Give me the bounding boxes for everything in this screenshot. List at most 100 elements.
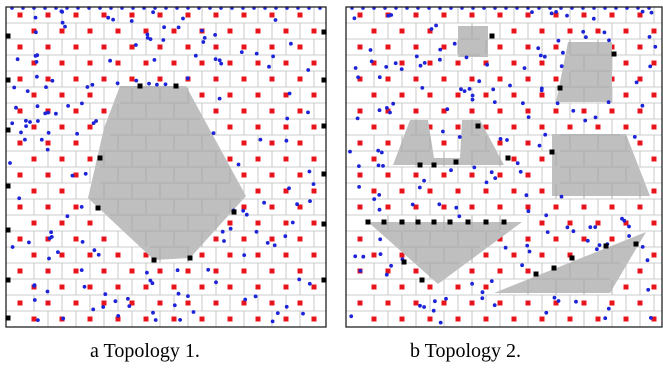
blue-marker — [129, 19, 134, 23]
blue-marker — [491, 87, 496, 92]
obstacle-region — [552, 134, 650, 196]
red-marker — [651, 156, 657, 162]
blue-marker — [503, 245, 508, 250]
blue-marker — [61, 316, 66, 321]
red-marker — [283, 156, 289, 162]
red-marker — [311, 124, 317, 130]
red-marker — [441, 12, 447, 18]
blue-marker — [80, 240, 85, 244]
blue-marker — [470, 97, 475, 102]
red-marker — [581, 300, 587, 306]
red-marker — [213, 300, 219, 306]
blue-marker — [284, 138, 289, 143]
blue-marker — [145, 32, 150, 37]
blue-marker — [438, 47, 443, 52]
blue-marker — [441, 129, 445, 134]
blue-marker — [222, 239, 226, 243]
blue-marker — [646, 287, 651, 292]
blue-marker — [150, 281, 155, 286]
blue-marker — [378, 237, 383, 242]
red-marker — [87, 316, 93, 322]
blue-marker — [106, 15, 111, 20]
red-marker — [311, 60, 317, 66]
blue-marker — [472, 165, 477, 170]
blue-marker — [44, 85, 48, 89]
red-marker — [441, 300, 447, 306]
red-marker — [311, 188, 317, 194]
blue-marker — [36, 318, 40, 322]
red-marker — [525, 44, 531, 50]
blue-marker — [85, 85, 90, 89]
obstacle-region — [458, 26, 488, 57]
blue-marker — [477, 79, 482, 84]
red-marker — [31, 220, 37, 226]
blue-marker — [620, 216, 624, 221]
blue-marker — [452, 41, 457, 46]
blue-marker — [552, 295, 557, 300]
blue-marker — [457, 135, 462, 139]
red-marker — [283, 284, 289, 290]
red-marker — [413, 12, 419, 18]
blue-marker — [186, 294, 190, 298]
blue-marker — [603, 316, 608, 321]
black-marker — [533, 271, 539, 277]
red-marker — [157, 44, 163, 50]
red-marker — [73, 108, 79, 114]
black-marker — [475, 123, 481, 129]
blue-marker — [115, 81, 120, 86]
blue-marker — [381, 164, 385, 168]
blue-marker — [417, 185, 422, 190]
red-marker — [59, 188, 65, 194]
red-marker — [199, 252, 205, 258]
blue-marker — [543, 132, 548, 137]
red-marker — [511, 316, 517, 322]
red-marker — [269, 268, 275, 274]
blue-marker — [384, 65, 389, 69]
obstacle-grid — [380, 24, 641, 294]
blue-marker — [307, 169, 312, 174]
red-markers — [357, 12, 657, 322]
red-marker — [157, 76, 163, 82]
blue-marker — [32, 298, 37, 302]
red-marker — [497, 44, 503, 50]
blue-marker — [480, 296, 485, 301]
red-marker — [297, 12, 303, 18]
blue-marker — [549, 11, 554, 16]
blue-marker — [145, 270, 149, 275]
red-marker — [143, 284, 149, 290]
red-marker — [371, 28, 377, 34]
red-marker — [45, 268, 51, 274]
topology-2-panel — [345, 6, 663, 328]
red-marker — [469, 76, 475, 82]
red-marker — [399, 124, 405, 130]
red-marker — [371, 188, 377, 194]
red-marker — [455, 92, 461, 98]
blue-marker — [467, 87, 472, 91]
red-marker — [199, 60, 205, 66]
blue-marker — [162, 25, 167, 30]
red-marker — [227, 284, 233, 290]
blue-marker — [152, 58, 157, 62]
black-marker — [5, 183, 11, 189]
blue-marker — [151, 10, 156, 15]
black-marker — [5, 227, 11, 233]
red-marker — [31, 188, 37, 194]
black-marker — [95, 205, 101, 211]
blue-marker — [241, 208, 246, 213]
black-marker — [415, 219, 421, 225]
blue-marker — [410, 202, 415, 207]
blue-marker — [353, 66, 358, 70]
red-marker — [651, 28, 657, 34]
blue-marker — [92, 248, 97, 253]
red-marker — [283, 188, 289, 194]
blue-marker — [602, 30, 607, 35]
red-marker — [581, 204, 587, 210]
blue-marker — [545, 230, 550, 235]
blue-marker — [505, 138, 509, 142]
blue-marker — [79, 205, 84, 209]
red-marker — [413, 172, 419, 178]
red-marker — [213, 108, 219, 114]
blue-marker — [606, 306, 611, 311]
blue-marker — [267, 64, 271, 69]
black-marker — [633, 241, 639, 247]
